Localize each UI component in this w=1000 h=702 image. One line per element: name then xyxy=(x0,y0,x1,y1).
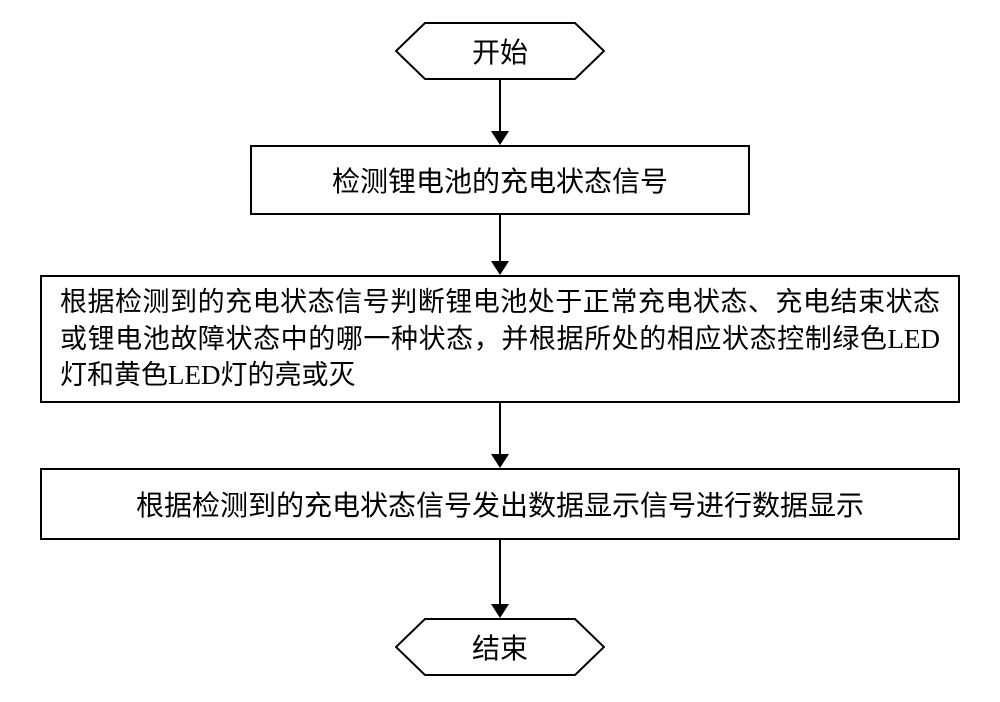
arrow-step2-step3 xyxy=(490,403,510,468)
end-label: 结束 xyxy=(395,618,605,676)
end-terminator: 结束 xyxy=(395,618,605,676)
arrow-start-step1 xyxy=(490,80,510,145)
step-display-data: 根据检测到的充电状态信号发出数据显示信号进行数据显示 xyxy=(40,468,960,540)
step-judge-state: 根据检测到的充电状态信号判断锂电池处于正常充电状态、充电结束状态或锂电池故障状态… xyxy=(40,275,960,403)
step-detect-signal: 检测锂电池的充电状态信号 xyxy=(250,145,750,215)
step-detect-signal-label: 检测锂电池的充电状态信号 xyxy=(332,160,668,200)
step-judge-state-label: 根据检测到的充电状态信号判断锂电池处于正常充电状态、充电结束状态或锂电池故障状态… xyxy=(60,284,940,393)
start-label: 开始 xyxy=(395,22,605,80)
step-display-data-label: 根据检测到的充电状态信号发出数据显示信号进行数据显示 xyxy=(136,484,864,524)
start-terminator: 开始 xyxy=(395,22,605,80)
flowchart-canvas: 开始 检测锂电池的充电状态信号 根据检测到的充电状态信号判断锂电池处于正常充电状… xyxy=(0,0,1000,702)
arrow-step1-step2 xyxy=(490,215,510,275)
arrow-step3-end xyxy=(490,540,510,618)
